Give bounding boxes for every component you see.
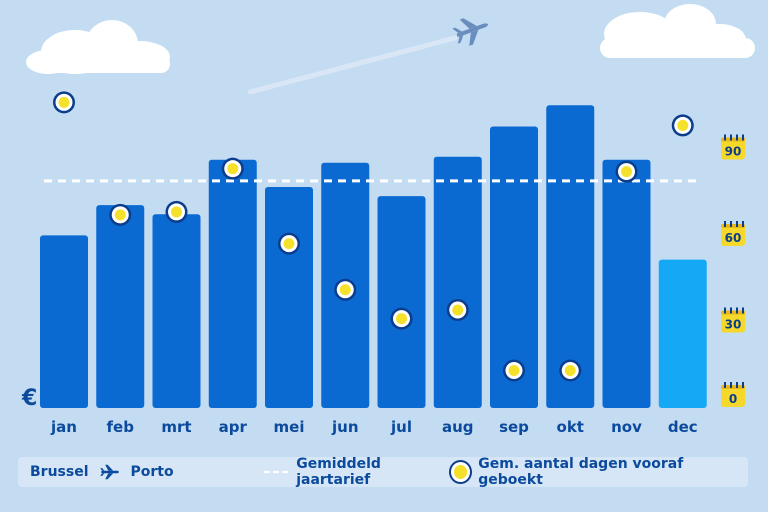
marker-mrt (165, 200, 188, 223)
marker-apr (221, 157, 244, 180)
right-tick-label: 90 (725, 145, 742, 159)
x-axis: jan feb mrt apr mei jun jul aug sep okt nov dec (50, 418, 698, 436)
legend-route: Brussel Porto (30, 464, 174, 480)
marker-okt (559, 359, 582, 382)
marker-icon (451, 462, 471, 482)
marker-jun (334, 278, 357, 301)
right-axis: 0 30 60 90 (721, 134, 745, 407)
bar-jan (40, 235, 88, 408)
legend-origin: Brussel (30, 464, 89, 480)
x-tick-label: nov (611, 418, 642, 436)
legend-days-label: Gem. aantal dagen vooraf geboekt (478, 456, 684, 488)
dashed-line-icon (263, 471, 289, 473)
legend-average: Gemiddeld jaartarief (263, 456, 451, 488)
bar-mei (265, 186, 313, 408)
calendar-icon: 30 (721, 307, 745, 333)
x-tick-label: okt (557, 418, 584, 436)
x-tick-label: dec (668, 418, 698, 436)
x-tick-label: jan (50, 418, 77, 436)
marker-series (53, 91, 694, 382)
marker-sep (503, 359, 525, 382)
marker-aug (446, 298, 469, 321)
bar-apr (208, 159, 257, 408)
bar-series (40, 105, 707, 408)
plane-icon (99, 464, 119, 480)
marker-nov (615, 160, 638, 183)
bar-jul (377, 196, 426, 408)
bar-sep (490, 126, 538, 408)
bar-feb (96, 205, 145, 408)
x-tick-label: mei (274, 418, 305, 436)
right-tick-label: 60 (725, 231, 742, 245)
bar-nov (602, 159, 651, 408)
cloud-icon (26, 20, 170, 74)
bar-dec (658, 259, 707, 408)
x-tick-label: feb (107, 418, 135, 436)
cloud-icon (600, 4, 755, 58)
calendar-icon: 90 (721, 134, 745, 160)
legend-days: Gem. aantal dagen vooraf geboekt (451, 456, 738, 488)
x-tick-label: jun (331, 418, 359, 436)
legend-average-label: Gemiddeld jaartarief (296, 456, 381, 488)
x-tick-label: apr (219, 418, 248, 436)
marker-jan (53, 91, 75, 114)
x-tick-label: aug (442, 418, 474, 436)
x-tick-label: jul (390, 418, 412, 436)
calendar-icon: 0 (721, 382, 745, 407)
bar-aug (433, 156, 482, 408)
plane-icon (247, 18, 488, 95)
marker-mei (278, 232, 300, 255)
marker-dec (671, 114, 694, 137)
x-tick-label: mrt (161, 418, 191, 436)
marker-feb (109, 203, 132, 226)
calendar-icon: 60 (721, 221, 745, 246)
x-tick-label: sep (499, 418, 529, 436)
right-tick-label: 30 (725, 318, 742, 332)
right-tick-label: 0 (729, 392, 737, 406)
bar-mrt (152, 214, 201, 408)
currency-symbol: € (21, 386, 37, 411)
legend-destination: Porto (130, 464, 174, 480)
legend: Brussel Porto Gemiddeld jaartarief Gem. … (18, 456, 748, 488)
marker-jul (390, 307, 413, 330)
